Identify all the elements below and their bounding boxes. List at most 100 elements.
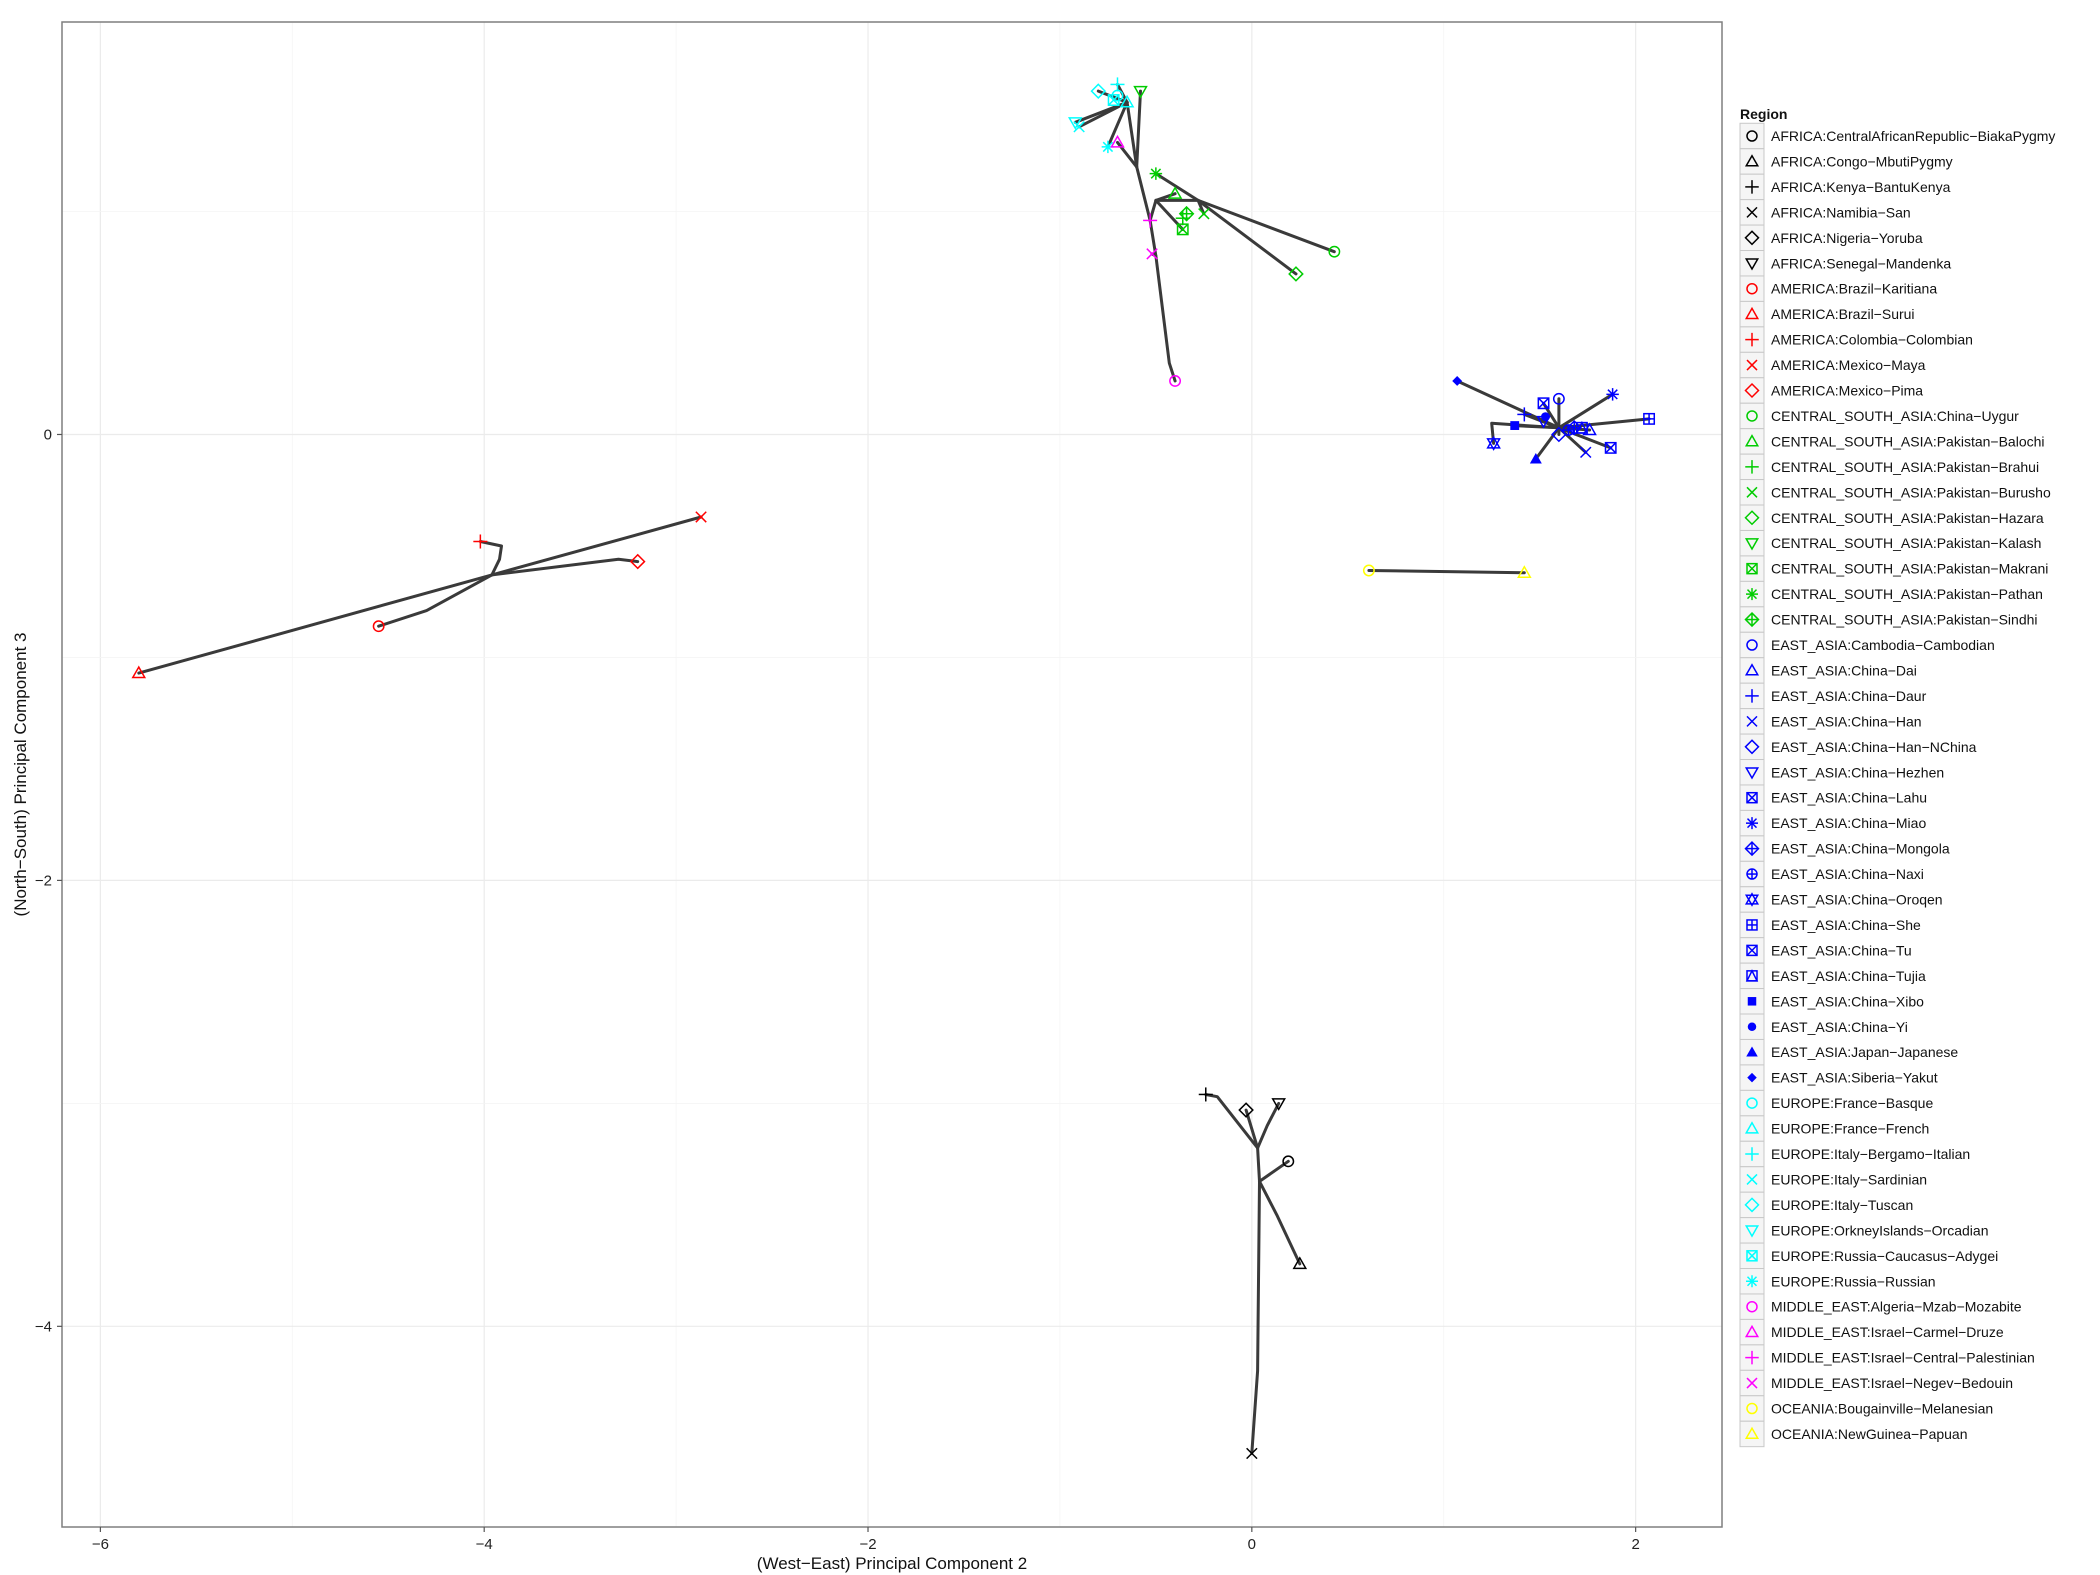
legend-item: EUROPE:Russia−Russian bbox=[1739, 1268, 1936, 1295]
legend-item: EAST_ASIA:China−Lahu bbox=[1739, 784, 1927, 811]
data-point bbox=[1529, 453, 1542, 464]
legend-label: EAST_ASIA:China−Yi bbox=[1771, 1019, 1908, 1035]
legend-label: EAST_ASIA:China−Xibo bbox=[1771, 993, 1924, 1009]
legend-marker bbox=[1746, 639, 1758, 651]
legend-item: AFRICA:Nigeria−Yoruba bbox=[1739, 224, 1923, 252]
legend-key bbox=[1739, 1217, 1765, 1244]
legend-label: EAST_ASIA:China−Lahu bbox=[1771, 790, 1927, 806]
legend-marker bbox=[1744, 663, 1760, 676]
legend-label: AFRICA:Congo−MbutiPygmy bbox=[1771, 153, 1953, 169]
legend-item: EUROPE:OrkneyIslands−Orcadian bbox=[1739, 1217, 1988, 1244]
legend-label: OCEANIA:NewGuinea−Papuan bbox=[1771, 1426, 1968, 1442]
legend-item: EAST_ASIA:Cambodia−Cambodian bbox=[1739, 631, 1995, 659]
legend-label: EAST_ASIA:China−Tu bbox=[1771, 942, 1912, 958]
data-point bbox=[131, 665, 147, 679]
legend-marker bbox=[1747, 1072, 1757, 1083]
legend-label: EAST_ASIA:China−Mongola bbox=[1771, 841, 1950, 857]
data-point bbox=[1288, 266, 1304, 282]
tree-edge bbox=[1513, 424, 1561, 430]
legend-marker bbox=[1746, 868, 1758, 880]
legend-label: AFRICA:Kenya−BantuKenya bbox=[1771, 179, 1951, 195]
legend-item: MIDDLE_EAST:Israel−Carmel−Druze bbox=[1739, 1318, 2004, 1346]
legend-label: EUROPE:Italy−Tuscan bbox=[1771, 1197, 1913, 1213]
legend-item: EUROPE:Italy−Bergamo−Italian bbox=[1739, 1140, 1970, 1168]
legend-label: CENTRAL_SOUTH_ASIA:Pakistan−Sindhi bbox=[1771, 612, 2038, 628]
legend-marker bbox=[1744, 154, 1760, 167]
legend-marker bbox=[1746, 817, 1758, 830]
legend-item: CENTRAL_SOUTH_ASIA:Pakistan−Burusho bbox=[1739, 479, 2051, 506]
legend-key bbox=[1739, 428, 1765, 455]
legend-marker bbox=[1744, 1197, 1760, 1213]
legend-marker bbox=[1746, 1377, 1758, 1389]
tree-edge bbox=[1367, 569, 1526, 575]
legend-marker bbox=[1746, 1046, 1758, 1057]
legend-marker bbox=[1744, 1121, 1760, 1134]
legend-item: CENTRAL_SOUTH_ASIA:Pakistan−Balochi bbox=[1739, 428, 2045, 455]
legend-label: EUROPE:Italy−Sardinian bbox=[1771, 1171, 1927, 1187]
legend-marker bbox=[1746, 562, 1758, 575]
data-point bbox=[1486, 435, 1501, 451]
legend-marker bbox=[1744, 382, 1760, 399]
legend-marker bbox=[1746, 1173, 1758, 1185]
tree-edge bbox=[1135, 89, 1142, 169]
legend-marker bbox=[1746, 130, 1758, 142]
legend-key bbox=[1739, 224, 1765, 252]
legend-label: EUROPE:France−Basque bbox=[1771, 1095, 1933, 1111]
legend-label: EAST_ASIA:China−Tujia bbox=[1771, 968, 1926, 984]
data-point bbox=[1149, 167, 1163, 180]
tree-edge bbox=[1258, 1179, 1302, 1266]
legend-label: CENTRAL_SOUTH_ASIA:Pakistan−Hazara bbox=[1771, 510, 2044, 526]
legend-key bbox=[1739, 300, 1765, 328]
legend-item: EAST_ASIA:China−Han bbox=[1739, 708, 1922, 735]
legend-marker bbox=[1746, 486, 1758, 498]
legend-key bbox=[1739, 504, 1765, 531]
data-point bbox=[1282, 1155, 1295, 1168]
legend-marker bbox=[1746, 282, 1758, 295]
legend-label: EAST_ASIA:China−Naxi bbox=[1771, 866, 1924, 882]
legend-item: AMERICA:Brazil−Surui bbox=[1739, 300, 1915, 328]
legend-marker bbox=[1746, 1097, 1758, 1109]
legend-marker bbox=[1746, 410, 1758, 422]
legend-label: AFRICA:Senegal−Mandenka bbox=[1771, 255, 1951, 271]
legend-marker bbox=[1746, 944, 1758, 957]
legend-item: EAST_ASIA:China−Daur bbox=[1739, 682, 1927, 710]
plot-panel-border bbox=[61, 21, 1723, 1528]
legend-item: EAST_ASIA:China−Han−NChina bbox=[1739, 733, 1977, 761]
legend-label: EUROPE:Russia−Russian bbox=[1771, 1273, 1936, 1289]
legend-marker bbox=[1745, 1350, 1759, 1365]
legend-label: CENTRAL_SOUTH_ASIA:Pakistan−Brahui bbox=[1771, 459, 2039, 475]
data-point bbox=[1510, 421, 1520, 430]
legend-marker bbox=[1746, 206, 1758, 218]
legend-label: EUROPE:France−French bbox=[1771, 1121, 1929, 1137]
data-point bbox=[1178, 205, 1195, 222]
legend-item: MIDDLE_EAST:Israel−Central−Palestinian bbox=[1739, 1344, 2035, 1371]
tree-edge bbox=[377, 573, 494, 628]
legend-marker bbox=[1746, 1402, 1758, 1415]
legend-item: CENTRAL_SOUTH_ASIA:Pakistan−Kalash bbox=[1739, 529, 2041, 557]
tree-edge bbox=[1077, 100, 1129, 129]
legend-label: CENTRAL_SOUTH_ASIA:China−Uygur bbox=[1771, 408, 2019, 424]
x-axis-title: (West−East) Principal Component 2 bbox=[757, 1554, 1027, 1573]
legend-item: EAST_ASIA:China−Yi bbox=[1739, 1013, 1908, 1040]
legend-label: EAST_ASIA:China−Hezhen bbox=[1771, 764, 1944, 780]
data-points bbox=[131, 77, 1656, 1460]
legend-item: AFRICA:CentralAfricanRepublic−BiakaPygmy bbox=[1739, 122, 2055, 150]
legend-key bbox=[1739, 377, 1765, 404]
data-point bbox=[1198, 1087, 1213, 1102]
tree-edge bbox=[1557, 392, 1615, 430]
legend-item: EAST_ASIA:China−Naxi bbox=[1739, 860, 1924, 888]
legend-label: EAST_ASIA:China−Han bbox=[1771, 713, 1922, 729]
legend-label: MIDDLE_EAST:Algeria−Mzab−Mozabite bbox=[1771, 1299, 2022, 1315]
legend-marker bbox=[1745, 180, 1759, 194]
x-tick-label: 2 bbox=[1631, 1536, 1639, 1553]
legend-item: EAST_ASIA:China−Oroqen bbox=[1739, 886, 1943, 913]
legend-label: EAST_ASIA:China−She bbox=[1771, 917, 1921, 933]
legend-label: AMERICA:Brazil−Surui bbox=[1771, 306, 1915, 322]
data-point bbox=[1575, 420, 1589, 434]
legend-marker bbox=[1745, 332, 1759, 347]
legend-item: CENTRAL_SOUTH_ASIA:Pakistan−Sindhi bbox=[1739, 606, 2038, 633]
legend-label: EAST_ASIA:China−Oroqen bbox=[1771, 892, 1943, 908]
legend-marker bbox=[1744, 306, 1760, 320]
legend-label: AFRICA:CentralAfricanRepublic−BiakaPygmy bbox=[1771, 128, 2055, 144]
axis-ticks: −6 −4 −2 0 2 0 −2 −4 bbox=[35, 426, 1640, 1553]
